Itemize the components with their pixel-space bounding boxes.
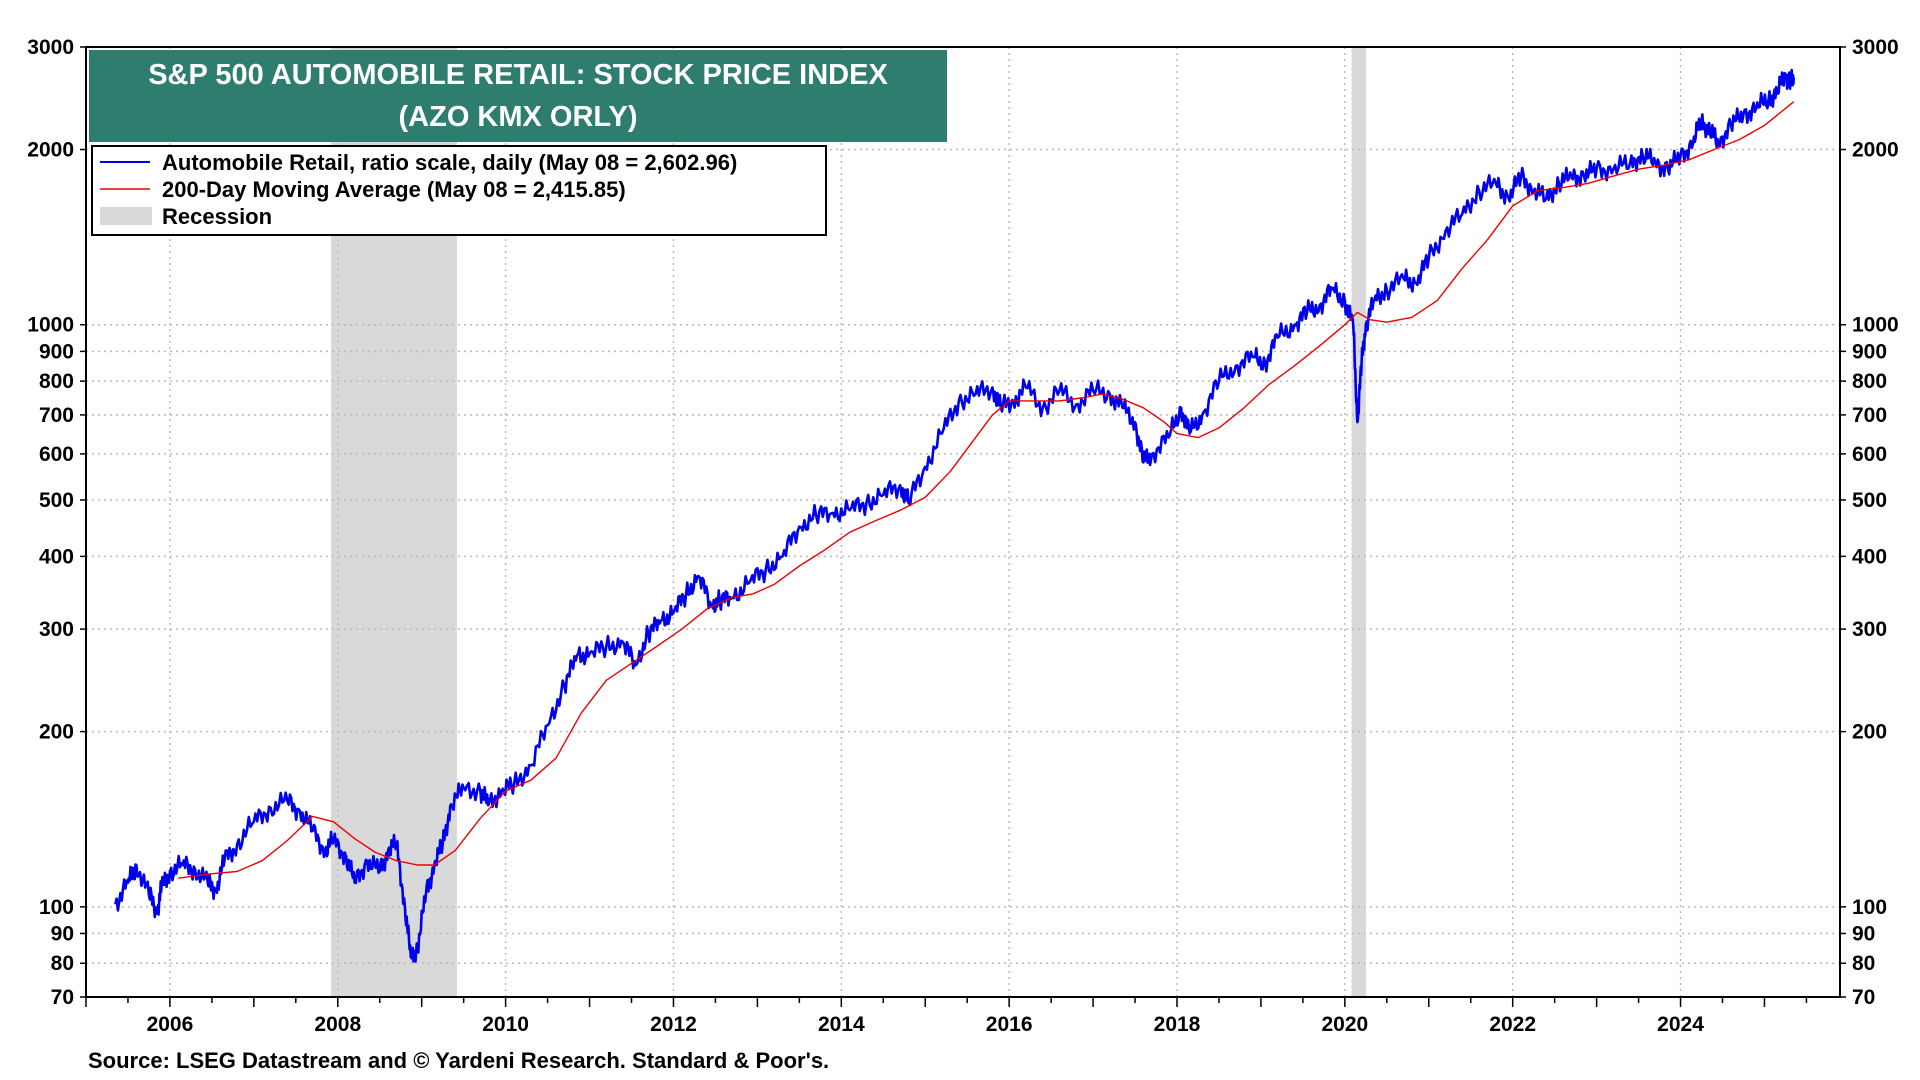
y-tick-label-right-600: 600 [1852,443,1887,466]
y-tick-label-right-700: 700 [1852,404,1887,427]
y-tick-label-left-100: 100 [39,896,74,919]
y-tick-label-left-900: 900 [39,340,74,363]
x-tick-label-2020: 2020 [1321,1013,1368,1036]
legend-label-recession: Recession [162,204,272,229]
chart-title: S&P 500 AUTOMOBILE RETAIL: STOCK PRICE I… [148,59,888,91]
y-tick-label-left-500: 500 [39,489,74,512]
y-tick-label-left-600: 600 [39,443,74,466]
y-tick-label-left-300: 300 [39,618,74,641]
y-tick-label-left-80: 80 [51,952,74,975]
y-tick-label-right-70: 70 [1852,986,1875,1009]
chart-subtitle: (AZO KMX ORLY) [399,101,638,133]
y-tick-label-left-70: 70 [51,986,74,1009]
legend-label-series: Automobile Retail, ratio scale, daily (M… [162,150,737,175]
x-axis: 2006 2008 2010 2012 2014 2016 2018 2020 2022 2024 [85,997,1808,1036]
y-tick-label-right-3000: 3000 [1852,36,1899,59]
y-tick-label-right-300: 300 [1852,618,1887,641]
x-tick-label-2022: 2022 [1489,1013,1536,1036]
series-line-automobile-retail [114,68,1796,963]
y-tick-label-left-3000: 3000 [27,36,74,59]
chart-title-box: S&P 500 AUTOMOBILE RETAIL: STOCK PRICE I… [89,50,947,142]
y-tick-label-left-2000: 2000 [27,139,74,162]
y-tick-label-left-1000: 1000 [27,314,74,337]
x-tick-label-2018: 2018 [1154,1013,1201,1036]
title-background [89,50,947,142]
x-tick-label-2016: 2016 [986,1013,1033,1036]
x-tick-label-2024: 2024 [1657,1013,1704,1036]
y-axis-left: 3000 2000 1000 900 800 700 600 500 400 300 200 100 9… [27,36,86,1009]
legend: Automobile Retail, ratio scale, daily (M… [91,145,827,236]
x-tick-label-2010: 2010 [482,1013,529,1036]
legend-label-moving-average: 200-Day Moving Average (May 08 = 2,415.8… [162,177,626,202]
y-tick-label-right-2000: 2000 [1852,139,1899,162]
y-tick-label-left-400: 400 [39,545,74,568]
source-note: Source: LSEG Datastream and © Yardeni Re… [88,1048,829,1073]
x-tick-label-2006: 2006 [147,1013,194,1036]
y-tick-label-right-100: 100 [1852,896,1887,919]
y-tick-label-right-1000: 1000 [1852,314,1899,337]
y-tick-label-left-700: 700 [39,404,74,427]
x-tick-label-2008: 2008 [314,1013,361,1036]
y-tick-label-right-900: 900 [1852,340,1887,363]
y-tick-label-left-90: 90 [51,922,74,945]
y-tick-label-right-500: 500 [1852,489,1887,512]
y-tick-label-right-90: 90 [1852,922,1875,945]
y-tick-label-left-200: 200 [39,721,74,744]
y-tick-label-right-400: 400 [1852,545,1887,568]
y-axis-right: 3000 2000 1000 900 800 700 600 500 400 300 200 100 9… [1840,36,1899,1009]
plot-frame [85,46,1841,998]
series-lines [114,68,1796,963]
legend-swatch-recession [100,207,152,225]
y-tick-label-right-80: 80 [1852,952,1875,975]
y-tick-label-right-800: 800 [1852,370,1887,393]
legend-box [91,145,827,236]
y-tick-label-left-800: 800 [39,370,74,393]
recession-band-1 [1351,47,1366,997]
x-tick-label-2014: 2014 [818,1013,865,1036]
x-tick-label-2012: 2012 [650,1013,697,1036]
y-tick-label-right-200: 200 [1852,721,1887,744]
series-line-moving-average [178,101,1795,879]
